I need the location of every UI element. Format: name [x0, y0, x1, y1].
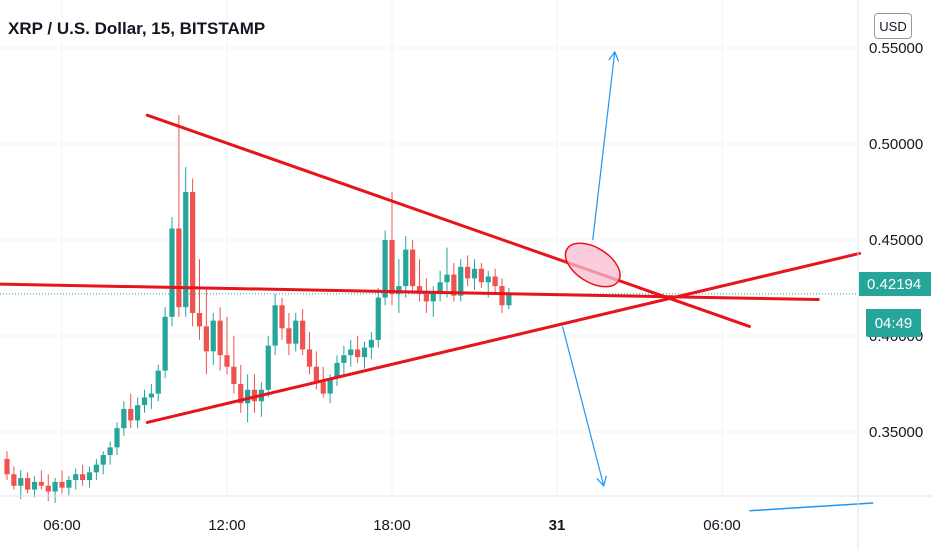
- candle-down: [217, 320, 223, 356]
- currency-button[interactable]: USD: [874, 13, 912, 39]
- x-tick-label: 06:00: [43, 517, 81, 534]
- down-arrow: [561, 326, 607, 487]
- candle-up: [245, 389, 251, 404]
- bottom-line: [749, 502, 874, 512]
- candle-up: [506, 293, 512, 306]
- y-tick-label: 0.45000: [869, 232, 923, 249]
- candle-down: [25, 478, 31, 490]
- x-tick-label: 12:00: [208, 517, 246, 534]
- drawings: [0, 50, 874, 512]
- current-price-badge: 0.42194: [859, 272, 931, 296]
- symbol-title: XRP / U.S. Dollar, 15, BITSTAMP: [8, 19, 266, 39]
- candle-down: [465, 266, 471, 279]
- candle-down: [313, 366, 319, 383]
- candle-up: [396, 286, 402, 294]
- candle-down: [416, 286, 423, 294]
- candle-down: [45, 485, 51, 492]
- candle-down: [355, 349, 361, 358]
- up-arrow: [592, 50, 620, 241]
- candle-up: [272, 305, 278, 346]
- trendline: [145, 113, 751, 328]
- candle-down: [176, 228, 182, 308]
- candle-down: [300, 320, 306, 350]
- candle-down: [80, 474, 86, 480]
- trendline: [145, 251, 861, 424]
- candle-up: [334, 362, 340, 379]
- x-tick-label: 31: [549, 517, 566, 534]
- candles: [4, 115, 512, 504]
- candle-up: [169, 228, 175, 317]
- grid: [0, 0, 858, 496]
- countdown-badge: 04:49: [866, 309, 921, 337]
- y-tick-label: 0.50000: [869, 136, 923, 153]
- candle-up: [341, 355, 347, 363]
- candle-up: [52, 481, 58, 492]
- candle-down: [190, 192, 196, 313]
- candle-down: [279, 305, 285, 329]
- candle-down: [11, 474, 17, 486]
- candle-up: [66, 480, 72, 488]
- candle-up: [73, 474, 79, 480]
- candle-down: [286, 328, 292, 344]
- candle-down: [224, 355, 230, 367]
- candle-up: [437, 282, 443, 294]
- candle-up: [18, 478, 24, 486]
- candle-up: [183, 192, 189, 308]
- y-tick-label: 0.55000: [869, 40, 923, 57]
- candle-up: [293, 320, 299, 344]
- candle-up: [368, 339, 374, 348]
- candle-down: [478, 268, 484, 283]
- candle-down: [128, 408, 134, 421]
- time-axis[interactable]: 06:00 12:00 18:00 31 06:00: [0, 495, 932, 534]
- candle-up: [162, 316, 168, 371]
- candle-up: [121, 408, 127, 429]
- candle-up: [265, 345, 271, 390]
- candle-up: [375, 297, 381, 340]
- candle-down: [389, 240, 395, 294]
- y-tick-label: 0.35000: [869, 424, 923, 441]
- candle-up: [348, 349, 354, 356]
- candle-down: [492, 276, 498, 287]
- candle-up: [114, 428, 120, 448]
- candle-up: [458, 266, 464, 296]
- x-tick-label: 06:00: [703, 517, 741, 534]
- candle-down: [203, 326, 209, 352]
- candle-up: [155, 370, 161, 394]
- candle-down: [238, 384, 244, 404]
- candle-up: [471, 268, 478, 279]
- candle-up: [141, 397, 148, 406]
- candle-down: [451, 274, 457, 296]
- candle-down: [320, 382, 326, 394]
- candle-up: [327, 378, 333, 394]
- candle-up: [93, 464, 99, 473]
- candle-up: [31, 481, 38, 490]
- candle-down: [499, 286, 505, 306]
- candle-up: [403, 249, 409, 287]
- candle-down: [410, 249, 416, 287]
- candle-down: [59, 481, 65, 488]
- x-tick-label: 18:00: [373, 517, 411, 534]
- highlight-ellipse: [564, 242, 621, 288]
- candle-up: [148, 393, 154, 398]
- trendline: [0, 282, 820, 302]
- candle-down: [196, 312, 203, 327]
- candle-up: [444, 274, 450, 283]
- candle-up: [430, 293, 436, 302]
- candle-up: [86, 472, 93, 480]
- candle-down: [4, 458, 10, 475]
- candle-up: [210, 320, 216, 352]
- candle-down: [38, 481, 44, 486]
- candle-up: [361, 347, 368, 358]
- candle-up: [382, 240, 388, 298]
- candle-down: [306, 349, 313, 367]
- candle-up: [107, 447, 113, 456]
- candle-down: [423, 293, 429, 302]
- candle-up: [485, 276, 491, 283]
- candle-up: [100, 455, 106, 465]
- candle-up: [135, 405, 141, 421]
- candle-down: [231, 366, 237, 384]
